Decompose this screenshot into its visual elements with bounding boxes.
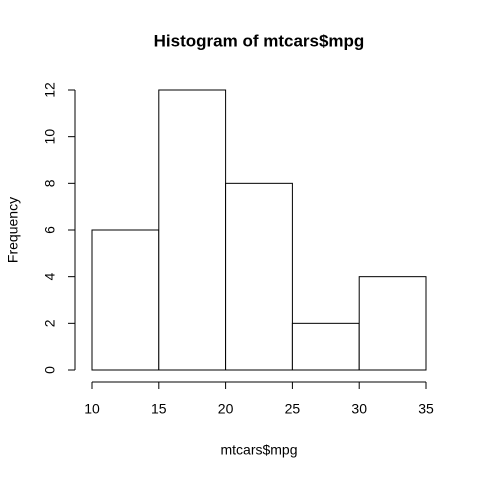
x-tick-label: 15: [151, 401, 167, 417]
y-tick-label: 0: [42, 366, 58, 374]
y-tick-label: 12: [42, 82, 58, 98]
y-tick-label: 10: [42, 129, 58, 145]
bar: [158, 89, 227, 371]
x-tick-label: 25: [285, 401, 301, 417]
bar: [358, 276, 427, 371]
x-tick-label: 30: [351, 401, 367, 417]
y-axis-label: Frequency: [5, 197, 21, 263]
x-tick-label: 10: [84, 401, 100, 417]
bar: [291, 322, 360, 371]
y-tick-label: 6: [42, 226, 58, 234]
y-tick-label: 4: [42, 273, 58, 281]
bar: [225, 182, 293, 371]
bar: [91, 229, 160, 371]
x-tick-label: 20: [218, 401, 234, 417]
y-tick-label: 8: [42, 179, 58, 187]
chart-title: Histogram of mtcars$mpg: [154, 31, 365, 50]
y-tick-label: 2: [42, 319, 58, 327]
x-axis-label: mtcars$mpg: [220, 442, 297, 458]
x-tick-label: 35: [418, 401, 434, 417]
